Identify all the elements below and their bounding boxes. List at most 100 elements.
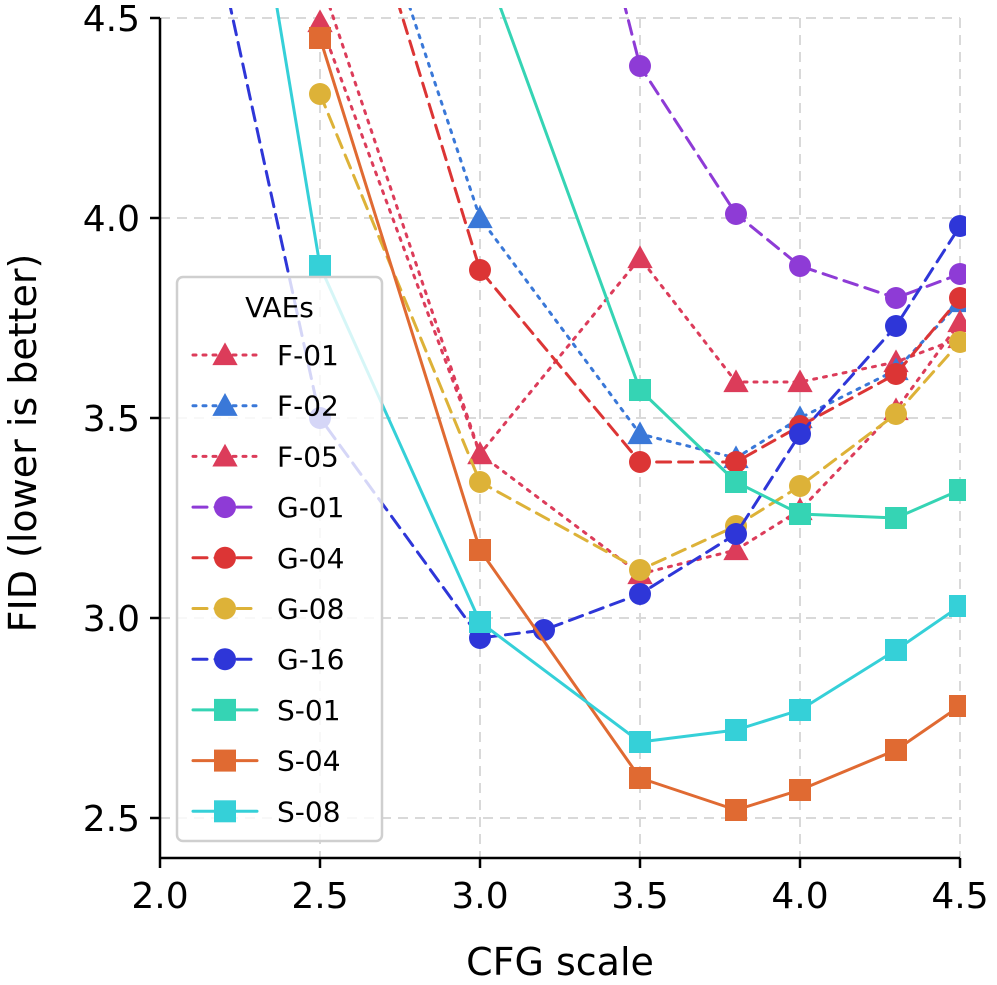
data-point-s-08 [725, 719, 747, 741]
data-point-s-01 [629, 379, 651, 401]
legend: VAEs F-01 F-02 F-05 G-01 G-04 G-08 G-16 S-01 S-0… [175, 275, 384, 843]
data-point-s-08 [629, 731, 651, 753]
x-tick-label: 2.5 [291, 876, 348, 917]
legend-label-g-08: G-08 [277, 593, 344, 626]
x-tick-label: 2.0 [131, 876, 188, 917]
x-tick-label: 3.5 [611, 876, 668, 917]
legend-title: VAEs [245, 291, 314, 324]
data-point-g-01 [725, 203, 747, 225]
data-point-g-01 [629, 55, 651, 77]
y-tick-label: 4.0 [83, 199, 140, 240]
tick-labels: 2.0 2.5 3.0 3.5 4.0 4.5 2.5 3.0 3.5 4.0 4.5 [83, 0, 989, 917]
series-line-g-01 [623, 8, 962, 300]
y-tick-label: 3.0 [83, 599, 140, 640]
data-point-s-01 [885, 507, 907, 529]
data-point-s-04 [469, 539, 491, 561]
legend-item-f-02: F-02 [191, 390, 339, 423]
data-point-g-08 [309, 83, 331, 105]
y-tick-label: 3.5 [83, 399, 140, 440]
y-tick-label: 4.5 [83, 0, 140, 40]
legend-item-f-05: F-05 [191, 440, 339, 473]
data-point-g-04 [629, 451, 651, 473]
data-point-g-16 [629, 583, 651, 605]
legend-label-f-05: F-05 [277, 440, 339, 473]
data-point-s-08 [949, 595, 966, 617]
legend-label-s-04: S-04 [277, 745, 341, 778]
series-s-01 [498, 8, 966, 529]
legend-item-s-04: S-04 [191, 745, 341, 778]
series-g-01 [623, 8, 966, 309]
data-point-g-08 [885, 403, 907, 425]
series-g-04 [398, 8, 966, 473]
data-point-g-08 [949, 331, 966, 353]
legend-marker-s-08 [214, 800, 236, 823]
data-point-g-08 [789, 475, 811, 497]
y-axis-label: FID (lower is better) [1, 254, 45, 633]
series-line-s-01 [498, 8, 962, 520]
data-point-f-05 [307, 9, 333, 33]
data-point-s-04 [629, 767, 651, 789]
series-s-04 [309, 27, 966, 821]
data-point-f-02 [467, 205, 493, 229]
legend-label-f-02: F-02 [277, 390, 339, 423]
legend-label-s-01: S-01 [277, 694, 341, 727]
y-tick-label: 2.5 [83, 799, 140, 840]
data-point-g-08 [469, 471, 491, 493]
data-point-s-04 [949, 695, 966, 717]
data-point-g-08 [629, 559, 651, 581]
legend-marker-s-01 [214, 698, 236, 721]
legend-item-g-01: G-01 [191, 491, 344, 524]
data-point-g-04 [949, 287, 966, 309]
series-f-02 [408, 8, 966, 469]
legend-marker-g-08 [214, 597, 236, 620]
legend-item-g-04: G-04 [191, 542, 344, 575]
data-point-g-01 [949, 263, 966, 285]
legend-marker-f-05 [212, 443, 238, 467]
legend-label-g-04: G-04 [277, 542, 344, 575]
data-point-f-02 [627, 421, 653, 445]
data-point-s-08 [885, 639, 907, 661]
x-axis-label: CFG scale [466, 940, 654, 984]
data-point-g-16 [789, 423, 811, 445]
data-point-s-04 [789, 779, 811, 801]
data-point-f-05 [723, 537, 749, 561]
data-point-g-16 [885, 315, 907, 337]
legend-label-g-01: G-01 [277, 491, 344, 524]
legend-marker-g-16 [214, 648, 236, 671]
legend-marker-f-01 [212, 342, 238, 366]
data-point-s-01 [949, 479, 966, 501]
x-tick-label: 4.0 [771, 876, 828, 917]
data-point-s-04 [885, 739, 907, 761]
data-point-g-04 [469, 259, 491, 281]
data-point-s-01 [789, 503, 811, 525]
data-point-g-04 [725, 451, 747, 473]
x-tick-label: 3.0 [451, 876, 508, 917]
plot-area [229, 8, 966, 821]
legend-label-f-01: F-01 [277, 339, 339, 372]
axes [150, 16, 962, 868]
legend-item-g-08: G-08 [191, 593, 344, 626]
series-line-g-04 [398, 8, 962, 464]
legend-item-s-01: S-01 [191, 694, 341, 727]
legend-item-f-01: F-01 [191, 339, 339, 372]
legend-marker-f-02 [212, 393, 238, 416]
data-point-g-16 [725, 523, 747, 545]
data-point-s-08 [789, 699, 811, 721]
data-point-g-01 [789, 255, 811, 277]
data-point-f-01 [723, 369, 749, 393]
data-point-g-01 [885, 287, 907, 309]
legend-label-s-08: S-08 [277, 795, 341, 828]
data-point-s-01 [725, 471, 747, 493]
data-point-f-05 [467, 441, 493, 465]
legend-marker-s-04 [214, 749, 236, 772]
data-point-f-05 [947, 309, 966, 333]
legend-label-g-16: G-16 [277, 643, 344, 676]
x-tick-label: 4.5 [931, 876, 988, 917]
legend-item-s-08: S-08 [191, 795, 341, 828]
data-point-f-01 [627, 245, 653, 269]
series-line-f-02 [408, 8, 962, 460]
data-point-s-08 [309, 255, 331, 277]
legend-marker-g-01 [214, 496, 236, 519]
data-point-f-01 [787, 369, 813, 393]
